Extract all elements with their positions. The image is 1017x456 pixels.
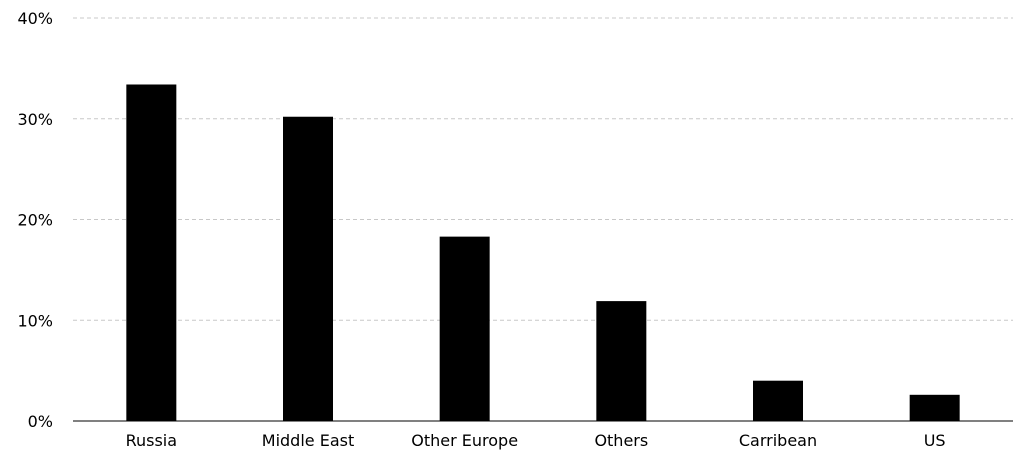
x-category-label: Other Europe [411,431,518,450]
bar [439,236,490,421]
y-tick-label: 0% [28,412,53,431]
y-axis-tick-labels: 0% 10% 20% 30% 40% [17,9,53,431]
y-tick-label: 10% [17,311,53,330]
y-tick-label: 40% [17,9,53,28]
bar [126,84,177,422]
x-category-label: US [924,431,946,450]
bars [126,84,960,422]
x-category-label: Others [594,431,648,450]
bar [753,380,803,421]
x-axis-category-labels: Russia Middle East Other Europe Others Carri… [126,431,946,450]
bar [283,116,333,422]
x-category-label: Middle East [262,431,354,450]
x-category-label: Russia [126,431,177,450]
bar [909,394,960,421]
gridlines [73,17,1013,321]
y-tick-label: 30% [17,110,53,129]
y-tick-label: 20% [17,211,53,230]
x-category-label: Carribean [739,431,817,450]
bar [596,301,647,421]
